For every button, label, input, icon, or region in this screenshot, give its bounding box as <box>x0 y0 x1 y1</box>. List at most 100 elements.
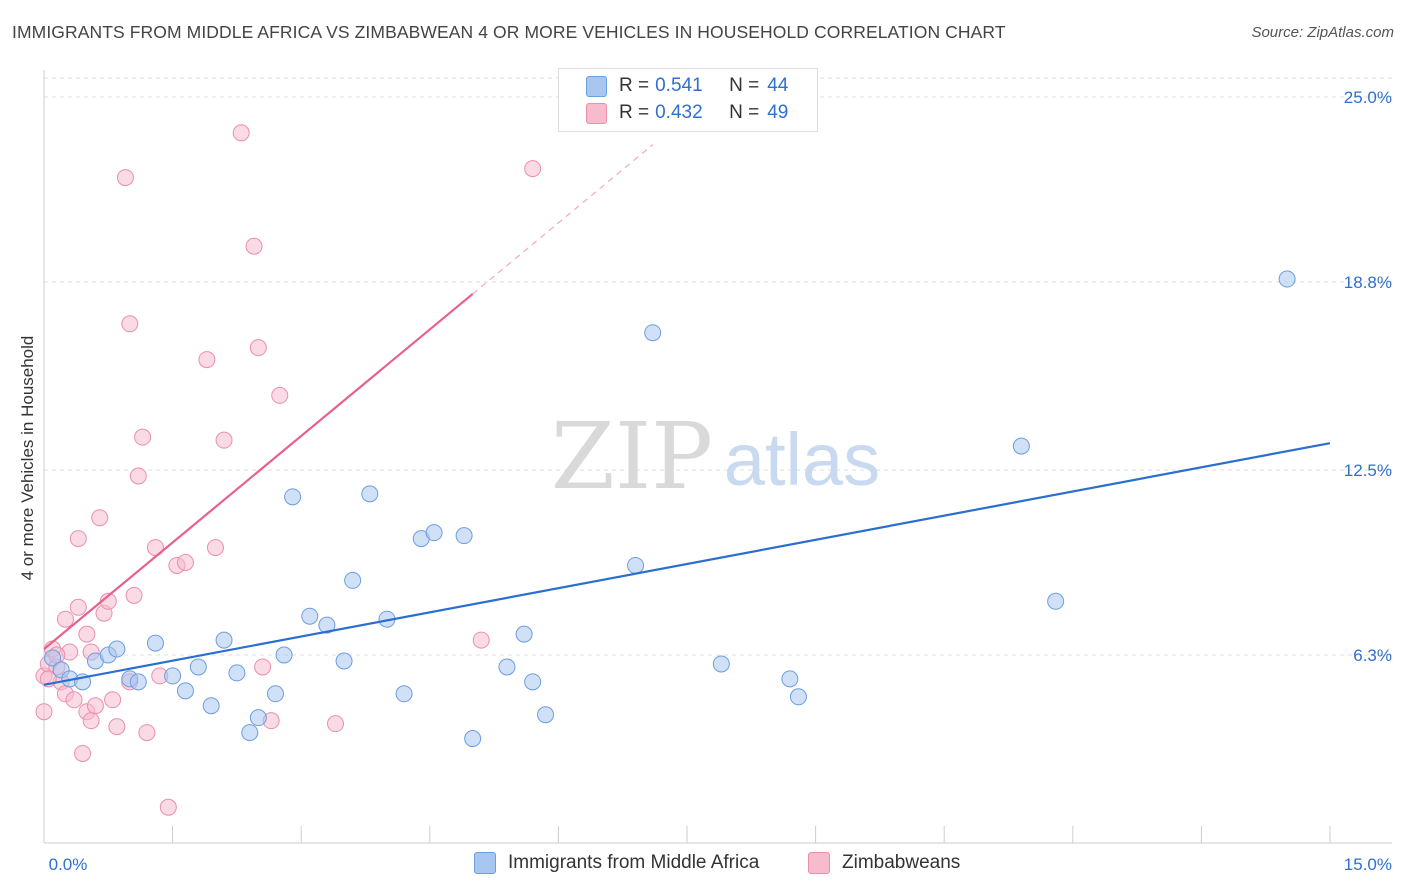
x-tick-label: 15.0% <box>1344 855 1392 874</box>
middle-africa-point <box>537 706 555 724</box>
y-tick-label: 25.0% <box>1344 88 1392 107</box>
zimbabweans-point <box>134 428 152 446</box>
y-tick-label: 18.8% <box>1344 273 1392 292</box>
zimbabweans-point <box>245 237 263 255</box>
middle-africa-point <box>1012 437 1030 455</box>
zimbabweans-point <box>125 586 143 604</box>
zimbabweans-point <box>326 715 344 733</box>
zimbabweans-point <box>176 554 194 572</box>
r-value: 0.432 <box>655 102 703 123</box>
zimbabweans-point <box>108 718 126 736</box>
middle-africa-point <box>275 646 293 664</box>
pink-swatch <box>808 852 830 874</box>
r-label: R = <box>619 75 650 96</box>
zimbabweans-point <box>121 315 139 333</box>
r-value: 0.541 <box>655 75 703 96</box>
series-legend: Immigrants from Middle Africa Zimbabwean… <box>0 850 1406 878</box>
chart-source: Source: ZipAtlas.com <box>1251 24 1394 41</box>
zimbabweans-point <box>198 351 216 369</box>
zimbabweans-point <box>86 697 104 715</box>
middle-africa-trend-line <box>43 442 1331 686</box>
watermark-atlas: atlas <box>724 418 880 501</box>
middle-africa-point <box>301 607 319 625</box>
middle-africa-point <box>361 485 379 503</box>
middle-africa-point <box>464 730 482 748</box>
zimbabweans-point <box>65 691 83 709</box>
zimbabweans-point <box>472 631 490 649</box>
grid-lines <box>44 77 1392 656</box>
zimbabweans-point <box>249 339 267 357</box>
zimbabweans-point <box>116 169 134 187</box>
zimbabweans-point <box>74 744 92 762</box>
zimbabweans-point <box>69 598 87 616</box>
legend-label: Immigrants from Middle Africa <box>508 852 760 873</box>
zimbabweans-point <box>254 658 272 676</box>
watermark-zip: ZIP <box>551 403 713 510</box>
middle-africa-point <box>1278 270 1296 288</box>
zimbabweans-point <box>56 610 74 628</box>
zimbabweans-point <box>129 467 147 485</box>
middle-africa-point <box>395 685 413 703</box>
legend-item-middle-africa[interactable]: Immigrants from Middle Africa <box>474 852 759 874</box>
middle-africa-point <box>455 527 473 545</box>
zimbabweans-point <box>104 691 122 709</box>
r-label: R = <box>619 102 650 123</box>
n-value: 44 <box>767 75 789 96</box>
middle-africa-point <box>164 667 182 685</box>
blue-swatch <box>474 852 496 874</box>
middle-africa-point <box>228 664 246 682</box>
middle-africa-point <box>215 631 233 649</box>
middle-africa-point <box>189 658 207 676</box>
y-tick-label: 12.5% <box>1344 461 1392 480</box>
middle-africa-point <box>524 673 542 691</box>
middle-africa-point <box>515 625 533 643</box>
middle-africa-point <box>425 524 443 542</box>
middle-africa-point <box>498 658 516 676</box>
zimbabweans-point <box>138 724 156 742</box>
middle-africa-point <box>344 571 362 589</box>
middle-africa-point <box>644 324 662 342</box>
chart-title: IMMIGRANTS FROM MIDDLE AFRICA VS ZIMBABW… <box>12 22 1006 42</box>
middle-africa-point <box>44 649 62 667</box>
zimbabweans-trend-extension <box>472 144 654 295</box>
correlation-legend: R = 0.541 N = 44 R = 0.432 N = 49 <box>558 68 818 132</box>
tick-labels: 6.3% 12.5% 18.8% 25.0% 0.0% 15.0% <box>49 88 1392 874</box>
zimbabweans-point <box>82 712 100 730</box>
zimbabweans-point <box>91 509 109 527</box>
y-tick-label: 6.3% <box>1353 646 1392 665</box>
zimbabweans-point <box>35 703 53 721</box>
legend-label: Zimbabweans <box>842 852 961 873</box>
n-value: 49 <box>767 102 789 123</box>
zimbabweans-point <box>159 798 177 816</box>
zimbabweans-point <box>206 539 224 557</box>
middle-africa-point <box>176 682 194 700</box>
middle-africa-point <box>249 709 267 727</box>
zimbabweans-point <box>215 431 233 449</box>
middle-africa-point <box>1047 592 1065 610</box>
blue-swatch <box>586 75 607 97</box>
n-label: N = <box>729 75 760 96</box>
middle-africa-point <box>627 556 645 574</box>
n-label: N = <box>729 102 760 123</box>
middle-africa-point <box>712 655 730 673</box>
middle-africa-point <box>241 724 259 742</box>
middle-africa-point <box>318 616 336 634</box>
middle-africa-point <box>202 697 220 715</box>
legend-row-middle-africa: R = 0.541 N = 44 <box>586 74 789 98</box>
middle-africa-point <box>781 670 799 688</box>
middle-africa-point <box>129 673 147 691</box>
legend-item-zimbabweans[interactable]: Zimbabweans <box>808 852 960 874</box>
pink-swatch <box>586 102 607 124</box>
middle-africa-point <box>789 688 807 706</box>
zimbabweans-trend-line <box>43 293 474 650</box>
middle-africa-point <box>108 640 126 658</box>
legend-row-zimbabweans: R = 0.432 N = 49 <box>586 101 789 125</box>
zimbabweans-point <box>78 625 96 643</box>
middle-africa-point <box>146 634 164 652</box>
zimbabweans-point <box>524 160 542 178</box>
trend-lines <box>43 144 1331 686</box>
middle-africa-point <box>266 685 284 703</box>
middle-africa-point <box>335 652 353 670</box>
zimbabweans-point <box>69 530 87 548</box>
